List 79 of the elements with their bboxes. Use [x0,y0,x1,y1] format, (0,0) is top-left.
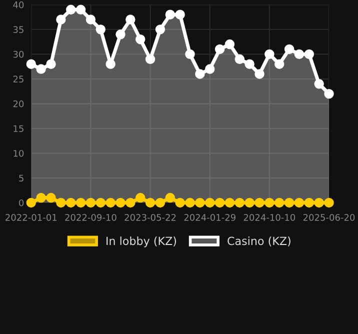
y-tick-label: 30 [13,50,24,58]
point [314,79,324,89]
point [165,10,176,20]
point [26,59,36,69]
legend-label: Casino (KZ) [228,236,290,246]
point [324,198,334,208]
point [56,198,66,208]
point [214,198,225,208]
point [145,54,156,64]
x-tick-label: 2022-01-01 [6,214,57,221]
point [304,49,314,60]
point [46,192,56,203]
point [175,10,185,20]
point [224,39,235,50]
point [185,49,195,60]
point [116,30,126,40]
point [126,198,136,208]
point [244,59,254,69]
point [214,44,225,54]
y-tick-label: 15 [14,125,24,132]
point [36,64,46,74]
point [254,198,264,208]
point [36,192,46,203]
point [244,198,254,208]
point [165,192,176,203]
point [284,44,294,54]
point [264,198,274,208]
y-tick-label: 20 [13,100,24,108]
point [294,49,304,60]
point [234,54,245,64]
point [26,198,36,208]
point [116,198,126,208]
point [274,59,284,69]
point [304,198,314,208]
point [274,198,284,208]
point [66,4,76,14]
point [46,59,56,69]
point [76,198,86,208]
point [195,69,205,79]
point [126,14,136,24]
x-tick-label: 2024-10-10 [244,214,296,221]
x-tick-label: 2025-06-20 [303,214,355,221]
point [136,192,146,203]
x-tick-label: 2022-09-10 [65,214,116,221]
legend-label: In lobby (KZ) [106,236,176,248]
point [96,24,106,34]
y-tick-label: 0 [19,199,24,206]
y-tick-label: 5 [19,174,24,182]
y-tick-label: 35 [13,26,24,33]
point [324,88,334,99]
point [56,14,66,24]
y-tick-label: 25 [13,76,24,83]
point [145,198,156,208]
point [66,198,76,208]
point [106,59,116,69]
point [185,198,195,208]
point [264,49,274,60]
point [234,198,245,208]
point [155,24,166,34]
point [175,198,185,208]
point [136,34,146,44]
point [96,198,106,208]
point [106,198,116,208]
point [284,198,294,208]
y-tick-label: 40 [13,1,24,8]
point [314,198,324,208]
point [195,198,205,208]
point [205,198,215,208]
point [224,198,235,208]
point [294,198,304,208]
point [155,198,166,208]
point [205,64,215,74]
x-tick-label: 2024-01-29 [184,214,236,221]
point [76,4,86,14]
point [86,14,96,24]
y-tick-label: 10 [14,150,24,157]
point [254,69,264,79]
x-tick-label: 2023-05-22 [124,214,176,221]
point [86,198,96,208]
